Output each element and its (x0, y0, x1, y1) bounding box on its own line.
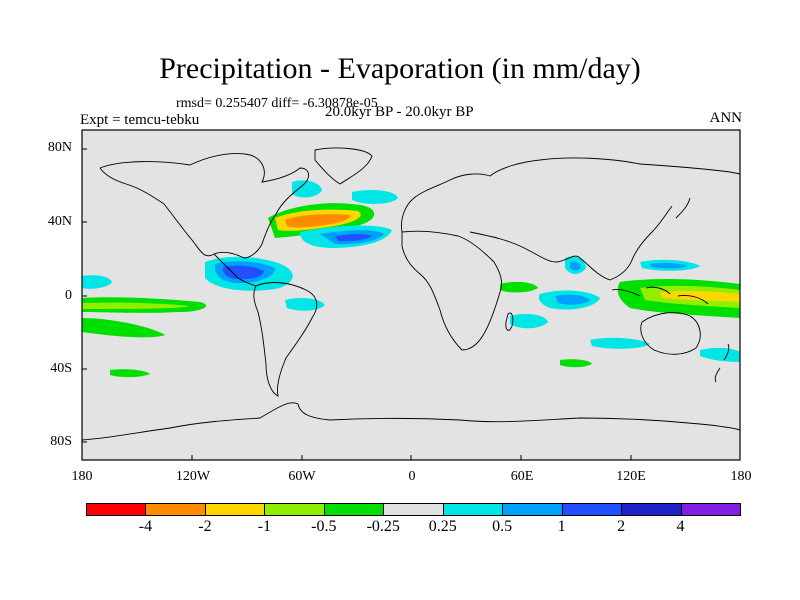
field-bay-bengal-blue (570, 261, 581, 271)
lon-label-180w: 180 (71, 469, 93, 484)
colorbar-box (621, 503, 682, 516)
field-south-atlantic-cyan (285, 297, 325, 311)
colorbar-label: 1 (557, 518, 566, 535)
field-indian-ocean-blue (555, 294, 590, 305)
colorbar-label: -0.25 (366, 518, 400, 535)
period-label: 20.0kyr BP - 20.0kyr BP (325, 104, 474, 120)
colorbar-box (502, 503, 563, 516)
field-southeast-pacific-green (82, 318, 165, 338)
colorbar-label: -0.5 (311, 518, 337, 535)
field-southwest-pacific-green (560, 359, 592, 368)
coast-australia (640, 312, 701, 355)
colorbar-label: 0.5 (492, 518, 513, 535)
colorbar-box (561, 503, 623, 516)
field-tasman-cyan (700, 347, 740, 362)
field-west-pacific-blue (650, 262, 688, 269)
lon-label-60e: 60E (510, 469, 534, 484)
lon-label-120e: 120E (616, 469, 646, 484)
coast-south-america (253, 282, 318, 397)
colorbar-box (680, 503, 741, 516)
field-east-pacific-lightgreen (82, 302, 190, 309)
field-tropical-atlantic-dark (222, 265, 264, 280)
lat-label-40n: 40N (47, 214, 72, 229)
experiment-label: Expt = temcu-tebku (80, 112, 200, 128)
colorbar-box (86, 503, 147, 516)
tick-layer (81, 148, 741, 460)
coast-central-america (213, 253, 257, 287)
season-label: ANN (709, 110, 743, 126)
coast-asia-south (469, 205, 673, 281)
field-madagascar-cyan (510, 314, 548, 329)
field-south-pacific-green (110, 369, 150, 378)
field-north-atlantic-dark (335, 234, 372, 242)
coast-new-zealand (714, 343, 730, 383)
stats-text: rmsd= 0.255407 diff= -6.30878e-05 (176, 96, 378, 111)
colorbar-box (264, 503, 325, 516)
colorbar-box (323, 503, 385, 516)
colorbar-box (442, 503, 504, 516)
field-labrador-cyan (292, 180, 322, 198)
field-west-pacific-yellow (660, 290, 740, 302)
field-south-indian-cyan (590, 337, 650, 349)
lon-label-120w: 120W (175, 469, 211, 484)
lat-label-0: 0 (65, 288, 72, 303)
colorbar-label: -2 (198, 518, 212, 535)
field-africa-green (500, 281, 538, 293)
lon-label-60w: 60W (288, 469, 316, 484)
coast-europe (401, 157, 741, 233)
colorbar-label: 0.25 (428, 518, 457, 535)
lat-label-80n: 80N (47, 140, 72, 155)
colorbar-box (383, 503, 444, 516)
chart-title: Precipitation - Evaporation (in mm/day) (159, 52, 641, 85)
colorbar-label: 2 (617, 518, 626, 535)
field-east-pacific-cyan (82, 275, 112, 289)
colorbar-label: 4 (676, 518, 685, 535)
lon-label-0: 0 (408, 469, 416, 484)
coast-indonesia (611, 286, 709, 305)
colorbar-label: -4 (138, 518, 153, 535)
coast-north-america (99, 153, 309, 259)
colorbar-box (204, 503, 266, 516)
coast-antarctica (81, 402, 741, 441)
lon-label-180e: 180 (730, 469, 752, 484)
coast-africa (401, 230, 503, 351)
coast-japan (675, 197, 691, 219)
lat-label-40s: 40S (50, 361, 72, 376)
coastline-layer (81, 147, 741, 441)
colorbar-box (145, 503, 206, 516)
field-iceland-cyan (352, 190, 398, 204)
coast-madagascar (505, 312, 514, 331)
lat-label-80s: 80S (50, 434, 72, 449)
coast-greenland (314, 147, 373, 185)
colorbar-label: -1 (257, 518, 272, 535)
field-north-atlantic-orange (285, 214, 351, 228)
field-layer (82, 180, 740, 378)
